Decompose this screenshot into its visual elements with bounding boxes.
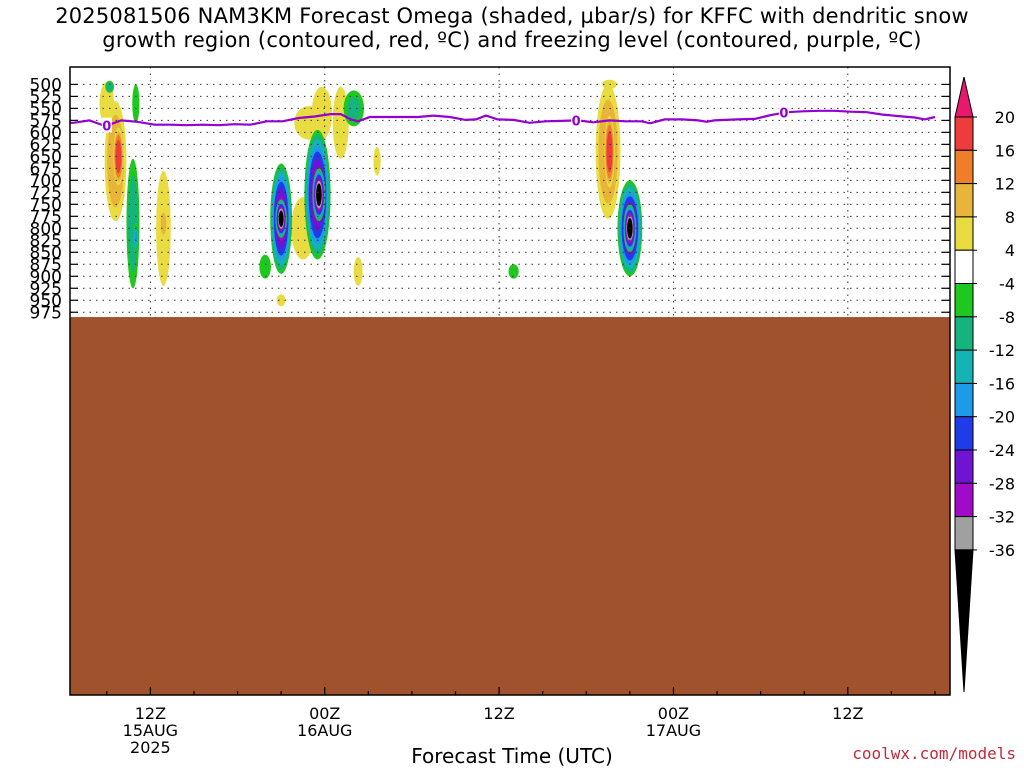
omega-shade-negative <box>259 254 271 279</box>
colorbar-label: 12 <box>995 175 1015 194</box>
colorbar-segment <box>954 349 974 384</box>
contour-label-bg <box>101 117 112 133</box>
credit-link[interactable]: coolwx.com/models <box>852 744 1016 763</box>
y-tick-label: 550 <box>30 99 62 119</box>
plot-frame <box>69 66 951 696</box>
colorbar-label: -24 <box>989 441 1015 460</box>
omega-shaded-field <box>99 79 643 307</box>
y-tick-label: 750 <box>30 195 62 215</box>
x-tick-label: 15AUG <box>123 721 178 740</box>
freezing-level-contour: 0 0 0 <box>70 104 936 135</box>
omega-shade-positive <box>373 146 381 176</box>
omega-shade-positive <box>353 257 363 286</box>
colorbar-label: -12 <box>989 341 1015 360</box>
colorbar-label: -8 <box>999 308 1015 327</box>
y-tick-label: 775 <box>30 207 62 227</box>
colorbar-segment <box>954 183 974 218</box>
x-tick-label: 17AUG <box>646 721 701 740</box>
y-tick-label: 800 <box>30 219 62 239</box>
contour-label-bg <box>571 112 582 128</box>
freezing-level-label: 0 <box>779 107 788 122</box>
y-tick-label: 575 <box>30 111 62 131</box>
colorbar-segment <box>954 149 974 185</box>
y-tick-label: 700 <box>30 171 62 191</box>
colorbar-bottom-arrow <box>954 549 974 693</box>
colorbar-segment <box>954 116 974 151</box>
freezing-level-label: 0 <box>102 120 111 135</box>
y-tick-label: 525 <box>30 87 62 107</box>
terrain <box>70 317 950 695</box>
x-tick-label: 12Z <box>135 704 166 723</box>
freezing-level-label: 0 <box>572 114 581 129</box>
y-tick-label: 725 <box>30 183 62 203</box>
colorbar-label: 8 <box>1005 208 1015 227</box>
terrain-surface <box>70 317 950 695</box>
colorbar-segment <box>954 249 974 284</box>
x-tick-label: 12Z <box>483 704 514 723</box>
chart-title-line-1: 2025081506 NAM3KM Forecast Omega (shaded… <box>55 4 969 28</box>
y-tick-label: 975 <box>30 303 62 323</box>
colorbar-label: 20 <box>995 108 1015 127</box>
x-tick-label: 00Z <box>309 704 340 723</box>
colorbar-segment <box>954 216 974 251</box>
y-tick-label: 625 <box>30 135 62 155</box>
colorbar-label: 16 <box>995 141 1015 160</box>
omega-shade-positive <box>115 139 122 173</box>
x-tick-label: 00Z <box>658 704 689 723</box>
colorbar: 20 16 12 8 4 -4 -8 -12 -16 -20 -24 -28 -32 -36 <box>954 76 1015 693</box>
y-tick-label: 825 <box>30 231 62 251</box>
omega-shade-negative <box>134 231 138 245</box>
colorbar-label: -36 <box>989 541 1015 560</box>
colorbar-segment <box>954 316 974 351</box>
omega-shade-negative <box>316 183 322 206</box>
colorbar-segment <box>954 382 974 418</box>
y-tick-label: 650 <box>30 147 62 167</box>
omega-shade-negative <box>278 210 284 227</box>
omega-shade-positive <box>160 212 167 235</box>
grid-lines <box>70 67 950 695</box>
omega-shade-negative <box>508 264 519 279</box>
x-tick-label: 16AUG <box>297 721 352 740</box>
colorbar-segment <box>954 482 974 518</box>
contour-label-bg <box>778 104 789 120</box>
colorbar-label: -4 <box>999 275 1015 294</box>
y-tick-label: 850 <box>30 243 62 263</box>
colorbar-label: -20 <box>989 408 1015 427</box>
colorbar-label: 4 <box>1005 241 1015 260</box>
x-tick-label: 2025 <box>130 738 171 757</box>
colorbar-label: -32 <box>989 508 1015 527</box>
x-tick-label: 12Z <box>832 704 863 723</box>
omega-shade-negative <box>128 175 138 272</box>
y-tick-label: 900 <box>30 267 62 287</box>
y-tick-label: 500 <box>30 75 62 95</box>
omega-shade-negative <box>106 82 113 92</box>
y-axis: 5005255505756006256506757007257507758008… <box>30 75 950 323</box>
omega-shade-positive <box>276 294 286 307</box>
y-tick-label: 925 <box>30 279 62 299</box>
colorbar-label: -28 <box>989 474 1015 493</box>
colorbar-label: -16 <box>989 374 1015 393</box>
omega-shade-positive <box>311 86 333 140</box>
colorbar-top-arrow <box>954 76 974 118</box>
omega-shade-negative <box>132 84 140 123</box>
colorbar-segment <box>954 516 974 551</box>
colorbar-segment <box>954 283 974 318</box>
colorbar-segment <box>954 449 974 484</box>
omega-shade-negative <box>347 96 361 121</box>
y-tick-label: 600 <box>30 123 62 143</box>
chart-title-line-2: growth region (contoured, red, ºC) and f… <box>102 28 922 52</box>
x-axis-label: Forecast Time (UTC) <box>411 744 613 768</box>
y-tick-label: 950 <box>30 291 62 311</box>
colorbar-segment <box>954 416 974 451</box>
chart-title: 2025081506 NAM3KM Forecast Omega (shaded… <box>0 4 1024 52</box>
y-tick-label: 875 <box>30 255 62 275</box>
y-tick-label: 675 <box>30 159 62 179</box>
omega-shade-positive <box>606 130 613 173</box>
